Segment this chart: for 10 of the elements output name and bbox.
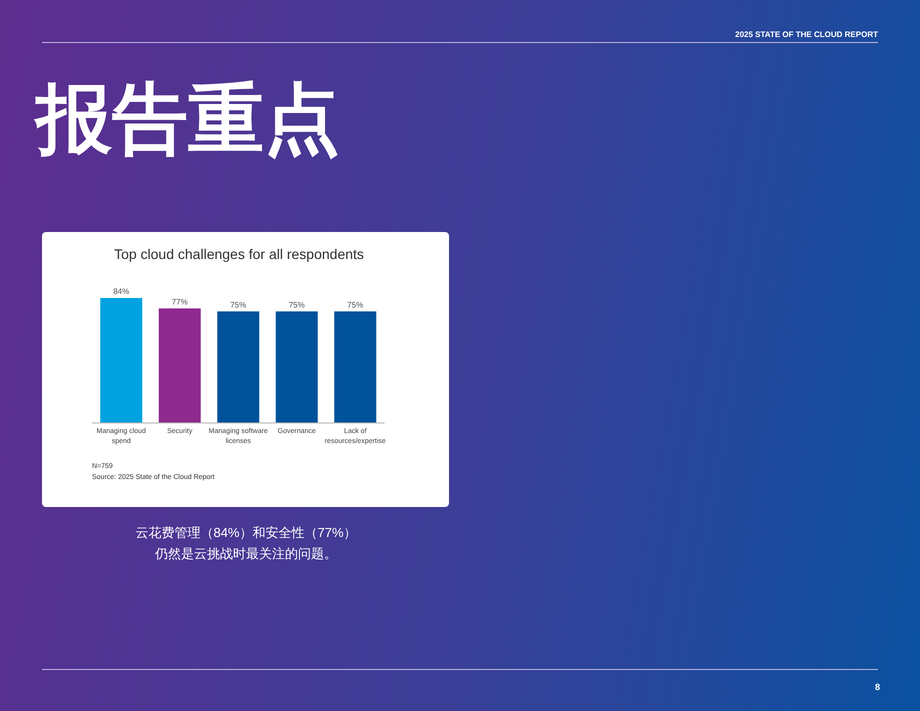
data-label: 84% [113,287,130,296]
text: 云花费管理（84%）和安全性（77%）仍然是云挑战时最关注的问题。 [134,524,358,563]
chart-subtitle: 报告重点 [36,77,340,162]
data-label: 75% [230,300,246,310]
data-label: 75% [288,300,305,310]
text: 8 [874,682,880,692]
data-label: 77% [172,297,188,306]
text: 2025 STATE OF THE CLOUD REPORT [735,30,878,39]
chart-title: Top cloud challenges for all respondents [114,246,364,262]
data-label: 75% [347,300,364,310]
